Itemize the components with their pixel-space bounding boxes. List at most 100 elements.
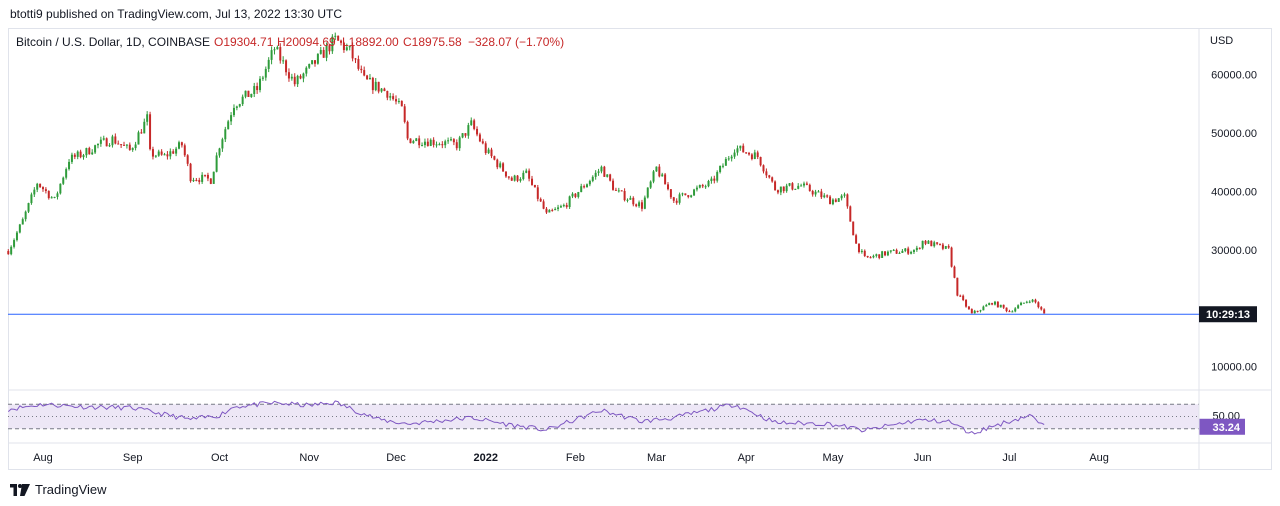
candle-body <box>279 47 282 61</box>
candle-body <box>881 251 884 258</box>
candle-body <box>565 205 568 207</box>
candle-body <box>892 249 895 251</box>
candle-body <box>947 246 950 248</box>
candle-body <box>855 235 858 244</box>
candle-body <box>192 179 195 182</box>
candle-body <box>447 140 450 142</box>
candle-body <box>400 100 403 107</box>
candle-body <box>30 194 33 204</box>
candle-body <box>678 194 681 203</box>
candle-body <box>797 185 800 189</box>
time-axis-ticks: Aug Sep Oct Nov Dec 2022 Feb Mar Apr May Jun Jul Aug <box>33 452 1109 464</box>
candle-body <box>91 152 94 155</box>
candle-body <box>765 171 768 176</box>
candle-body <box>927 240 930 244</box>
candle-body <box>96 143 99 146</box>
candle-body <box>612 180 615 190</box>
candle-body <box>368 77 371 80</box>
candle-body <box>209 178 212 184</box>
candle-body <box>1031 299 1034 302</box>
candle-body <box>340 40 343 43</box>
candle-body <box>829 196 832 205</box>
candle-body <box>548 209 551 213</box>
candle-body <box>7 251 10 255</box>
candle-body <box>756 152 759 158</box>
candle-body <box>988 303 991 306</box>
candle-body <box>753 152 756 160</box>
candle-body <box>499 163 502 168</box>
candle-body <box>918 247 921 249</box>
candle-body <box>840 195 843 199</box>
candle-body <box>308 64 311 68</box>
candle-body <box>690 195 693 197</box>
candle-body <box>1011 311 1014 313</box>
candle-body <box>198 180 201 182</box>
candle-body <box>238 104 241 107</box>
candle-body <box>177 142 180 149</box>
candle-body <box>588 180 591 185</box>
candle-body <box>276 47 279 50</box>
candle-body <box>342 42 345 51</box>
candle-body <box>939 243 941 245</box>
candle-body <box>791 183 794 190</box>
candle-body <box>860 250 863 253</box>
candle-body <box>322 49 325 58</box>
candle-body <box>88 148 91 155</box>
candle-body <box>493 156 496 160</box>
candle-body <box>360 68 363 71</box>
candle-body <box>826 195 829 197</box>
candle-body <box>667 184 670 190</box>
candle-body <box>392 96 395 100</box>
candle-body <box>380 88 383 92</box>
time-tick-label: Aug <box>33 452 53 464</box>
time-tick-label: Jun <box>914 452 932 464</box>
tradingview-logo-icon <box>10 483 30 496</box>
candle-body <box>991 303 994 305</box>
candle-body <box>108 145 111 147</box>
candle-body <box>739 145 742 149</box>
candle-body <box>846 194 849 207</box>
candle-body <box>484 143 487 154</box>
candle-body <box>857 243 860 253</box>
candle-body <box>1017 305 1020 309</box>
candle-body <box>316 53 319 64</box>
candle-body <box>713 178 716 181</box>
candle-body <box>910 251 913 254</box>
candle-body <box>62 177 65 184</box>
candle-body <box>82 155 85 158</box>
candle-body <box>684 193 687 196</box>
candle-body <box>21 219 24 225</box>
candle-body <box>296 75 299 85</box>
candle-body <box>533 184 536 188</box>
candle-body <box>979 310 982 312</box>
candle-body <box>232 107 235 116</box>
candle-body <box>444 141 447 146</box>
candle-body <box>423 141 426 146</box>
candle-body <box>661 174 664 177</box>
candle-body <box>539 198 542 202</box>
candle-body <box>580 186 583 193</box>
candle-body <box>993 301 996 305</box>
candle-body <box>146 114 149 122</box>
candle-body <box>1028 301 1031 303</box>
candle-body <box>429 139 432 146</box>
candle-body <box>504 171 507 177</box>
candle-body <box>418 138 421 146</box>
candle-body <box>230 115 233 122</box>
currency-label: USD <box>1210 35 1233 47</box>
candle-body <box>884 251 887 256</box>
candle-body <box>117 143 120 145</box>
candle-body <box>953 266 956 278</box>
footer-brand[interactable]: TradingView <box>10 482 107 497</box>
candle-body <box>123 144 126 146</box>
candle-body <box>727 158 730 160</box>
candle-body <box>649 181 652 188</box>
candle-body <box>166 154 169 157</box>
ohlc-change: −328.07 (−1.70%) <box>468 35 564 49</box>
price-tick-label: 50000.00 <box>1211 128 1257 140</box>
candle-body <box>878 254 881 258</box>
candle-body <box>253 86 256 94</box>
symbol-legend[interactable]: Bitcoin / U.S. Dollar, 1D, COINBASE O193… <box>16 35 564 49</box>
rsi-value-label: 33.24 <box>1212 422 1240 434</box>
